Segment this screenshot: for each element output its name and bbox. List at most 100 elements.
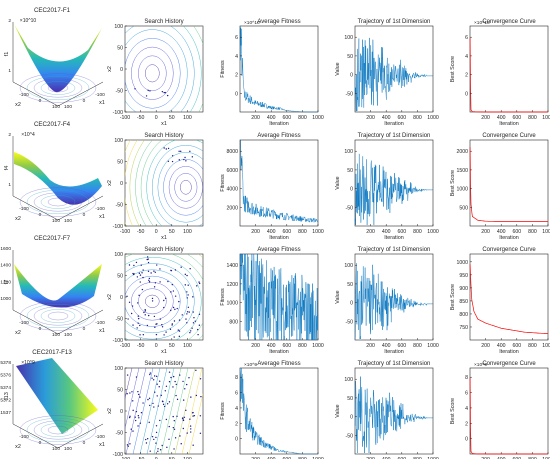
search-history-2: Search History -100 -50 0 50 100 -100 -50 0 50 100… xyxy=(107,133,204,241)
history-point xyxy=(140,411,143,414)
history-point xyxy=(187,306,190,308)
history-point xyxy=(176,307,178,310)
trajectory-ytick-label: -50 xyxy=(346,205,354,211)
surface-contour xyxy=(33,192,83,212)
history-point xyxy=(165,297,167,300)
surface-title: CEC2017-F13 xyxy=(32,349,72,356)
history-xtick-label: 50 xyxy=(169,457,175,459)
convergence-ytick-label: 500 xyxy=(459,205,468,211)
surface-y-tick-label: 100 xyxy=(52,218,60,224)
surface-base-axes xyxy=(12,423,104,449)
surface-contour xyxy=(47,83,69,93)
history-point xyxy=(148,281,151,283)
surface-contour xyxy=(33,306,83,326)
history-contour-line xyxy=(132,368,154,454)
history-xtick-label: 0 xyxy=(155,115,158,121)
history-point xyxy=(186,274,188,277)
history-point xyxy=(147,89,149,92)
history-contour-line xyxy=(131,46,174,100)
history-point xyxy=(172,426,175,429)
convergence-xtick-label: 600 xyxy=(512,457,521,459)
history-point xyxy=(139,396,141,398)
surface-y-tick-label: -100 xyxy=(19,320,29,326)
convergence-ytick-label: 750 xyxy=(459,325,468,331)
history-ytick-label: 0 xyxy=(120,181,123,187)
history-point xyxy=(178,150,180,152)
surface-z-tick-label: 2 xyxy=(8,18,11,24)
history-contours xyxy=(125,140,203,226)
trajectory-panel-4: Trajectory of 1st Dimension 200 400 600 800 1… xyxy=(335,361,439,459)
history-xtick-label: -100 xyxy=(120,229,130,235)
history-point xyxy=(200,395,202,398)
surface-zlabel: f4 xyxy=(4,166,10,171)
history-point xyxy=(149,90,151,92)
surface-x-tick-label: 100 xyxy=(64,218,72,224)
history-point xyxy=(175,394,177,397)
surface-z-tick-label: 2.8415372 xyxy=(0,398,11,404)
convergence-ytick-label: 2 xyxy=(465,421,468,427)
search-history-2-frame xyxy=(124,139,204,227)
convergence-xtick-label: 1000 xyxy=(542,457,550,459)
trajectory-ytick-label: -50 xyxy=(346,91,354,97)
history-point xyxy=(156,323,158,325)
history-point xyxy=(189,418,191,420)
trajectory-ylabel: Value xyxy=(335,176,341,189)
history-contour-line xyxy=(138,55,167,92)
history-xtick-label: -50 xyxy=(137,457,145,459)
history-contour-line xyxy=(139,368,161,454)
history-point xyxy=(165,418,168,421)
fitness-ytick-label: 6000 xyxy=(226,168,238,174)
history-contour-line xyxy=(145,64,160,83)
trajectory-ylabel: Value xyxy=(335,290,341,303)
history-xlabel: x1 xyxy=(161,121,167,127)
fitness-xtick-label: 400 xyxy=(267,115,276,121)
history-point xyxy=(154,326,156,329)
surface-mesh xyxy=(14,152,102,205)
trajectory-xtick-label: 200 xyxy=(366,229,375,235)
fitness-xtick-label: 600 xyxy=(282,457,291,459)
history-point xyxy=(167,160,170,162)
fitness-xtick-label: 800 xyxy=(298,115,307,121)
convergence-series-line xyxy=(469,147,548,222)
trajectory-title: Trajectory of 1st Dimension xyxy=(358,133,431,139)
trajectory-ylabel: Value xyxy=(335,62,341,75)
convergence-ytick-label: 8 xyxy=(465,375,468,381)
history-point xyxy=(168,425,170,428)
fitness-ytick-label: 4 xyxy=(235,54,238,60)
surface-contour xyxy=(26,190,90,214)
history-point xyxy=(168,371,171,373)
history-point xyxy=(163,91,165,94)
search-history-4: Search History -100 -50 0 50 100 -100 -50 0 50 100… xyxy=(107,361,204,459)
surface-contour xyxy=(40,81,76,95)
history-point xyxy=(136,327,138,329)
surface-ylabel: x2 xyxy=(15,216,21,222)
history-point xyxy=(157,450,159,452)
history-xtick-label: 100 xyxy=(183,229,192,235)
history-point xyxy=(145,442,148,444)
surface-contour xyxy=(26,418,90,442)
history-point xyxy=(137,390,139,393)
history-point xyxy=(134,88,136,90)
surface-title: CEC2017-F4 xyxy=(34,121,71,128)
surface-y-tick-label: 100 xyxy=(52,332,60,338)
history-point xyxy=(146,256,149,258)
history-point xyxy=(152,402,154,405)
history-point xyxy=(189,330,192,332)
convergence-ytick-label: 4 xyxy=(465,54,468,60)
history-ytick-label: 100 xyxy=(114,366,123,372)
trajectory-panel-2: Trajectory of 1st Dimension 200 400 600 800 1… xyxy=(335,133,439,241)
history-point xyxy=(167,280,169,283)
history-point xyxy=(132,324,134,326)
history-xtick-label: 50 xyxy=(169,115,175,121)
surface-y-tick-label: 100 xyxy=(52,446,60,452)
surface-z-tick-label: 2 xyxy=(8,132,11,138)
fitness-xtick-label: 1000 xyxy=(312,457,324,459)
history-point xyxy=(191,412,194,414)
trajectory-ylabel: Value xyxy=(335,404,341,417)
history-point xyxy=(170,269,173,272)
surface-z-tick-label: 1600 xyxy=(0,246,11,252)
fitness-panel-1: Average Fitness×10^10 200 400 600 800 1000 0 2 4… xyxy=(220,19,324,127)
history-point xyxy=(149,372,152,374)
history-point xyxy=(196,285,198,287)
history-point xyxy=(154,271,156,273)
